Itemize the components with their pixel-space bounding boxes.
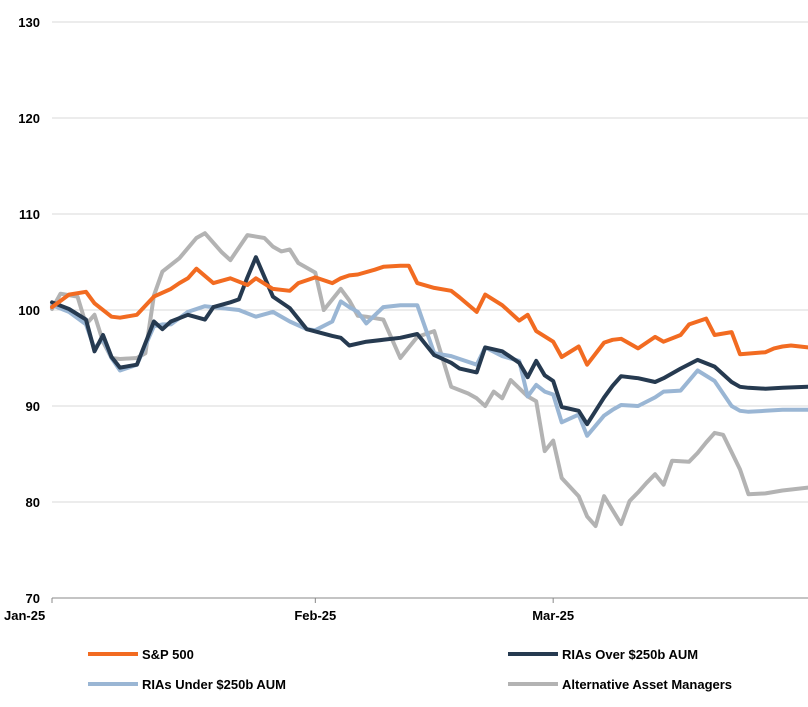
y-tick-label: 120: [18, 111, 40, 126]
x-tick-label: Jan-25: [4, 608, 45, 623]
series-line-rias-over-250b-aum: [50, 255, 808, 427]
legend-label: RIAs Under $250b AUM: [142, 677, 286, 692]
y-tick-label: 70: [26, 591, 40, 606]
x-axis: [51, 597, 808, 603]
series-lines: [50, 231, 808, 528]
y-tick-label: 110: [19, 207, 40, 222]
legend: S&P 500 RIAs Over $250b AUM RIAs Under $25…: [88, 647, 732, 692]
legend-item: Alternative Asset Managers: [508, 677, 732, 692]
legend-item: RIAs Over $250b AUM: [508, 647, 698, 662]
series-line-alternative-asset-managers: [50, 231, 808, 528]
y-tick-label: 80: [26, 495, 40, 510]
series-line-s-p-500: [50, 263, 808, 367]
y-tick-label: 130: [18, 15, 40, 30]
x-tick-label: Feb-25: [294, 608, 336, 623]
y-tick-label: 100: [18, 303, 40, 318]
legend-item: RIAs Under $250b AUM: [88, 677, 286, 692]
legend-label: Alternative Asset Managers: [562, 677, 732, 692]
y-tick-label: 90: [26, 399, 40, 414]
legend-label: S&P 500: [142, 647, 194, 662]
legend-item: S&P 500: [88, 647, 194, 662]
legend-label: RIAs Over $250b AUM: [562, 647, 698, 662]
tick-labels: 70 80 90 100 110 120 130 Jan-25 Feb-25 Mar-25: [4, 15, 574, 623]
gridlines: [52, 21, 808, 503]
x-tick-label: Mar-25: [532, 608, 574, 623]
